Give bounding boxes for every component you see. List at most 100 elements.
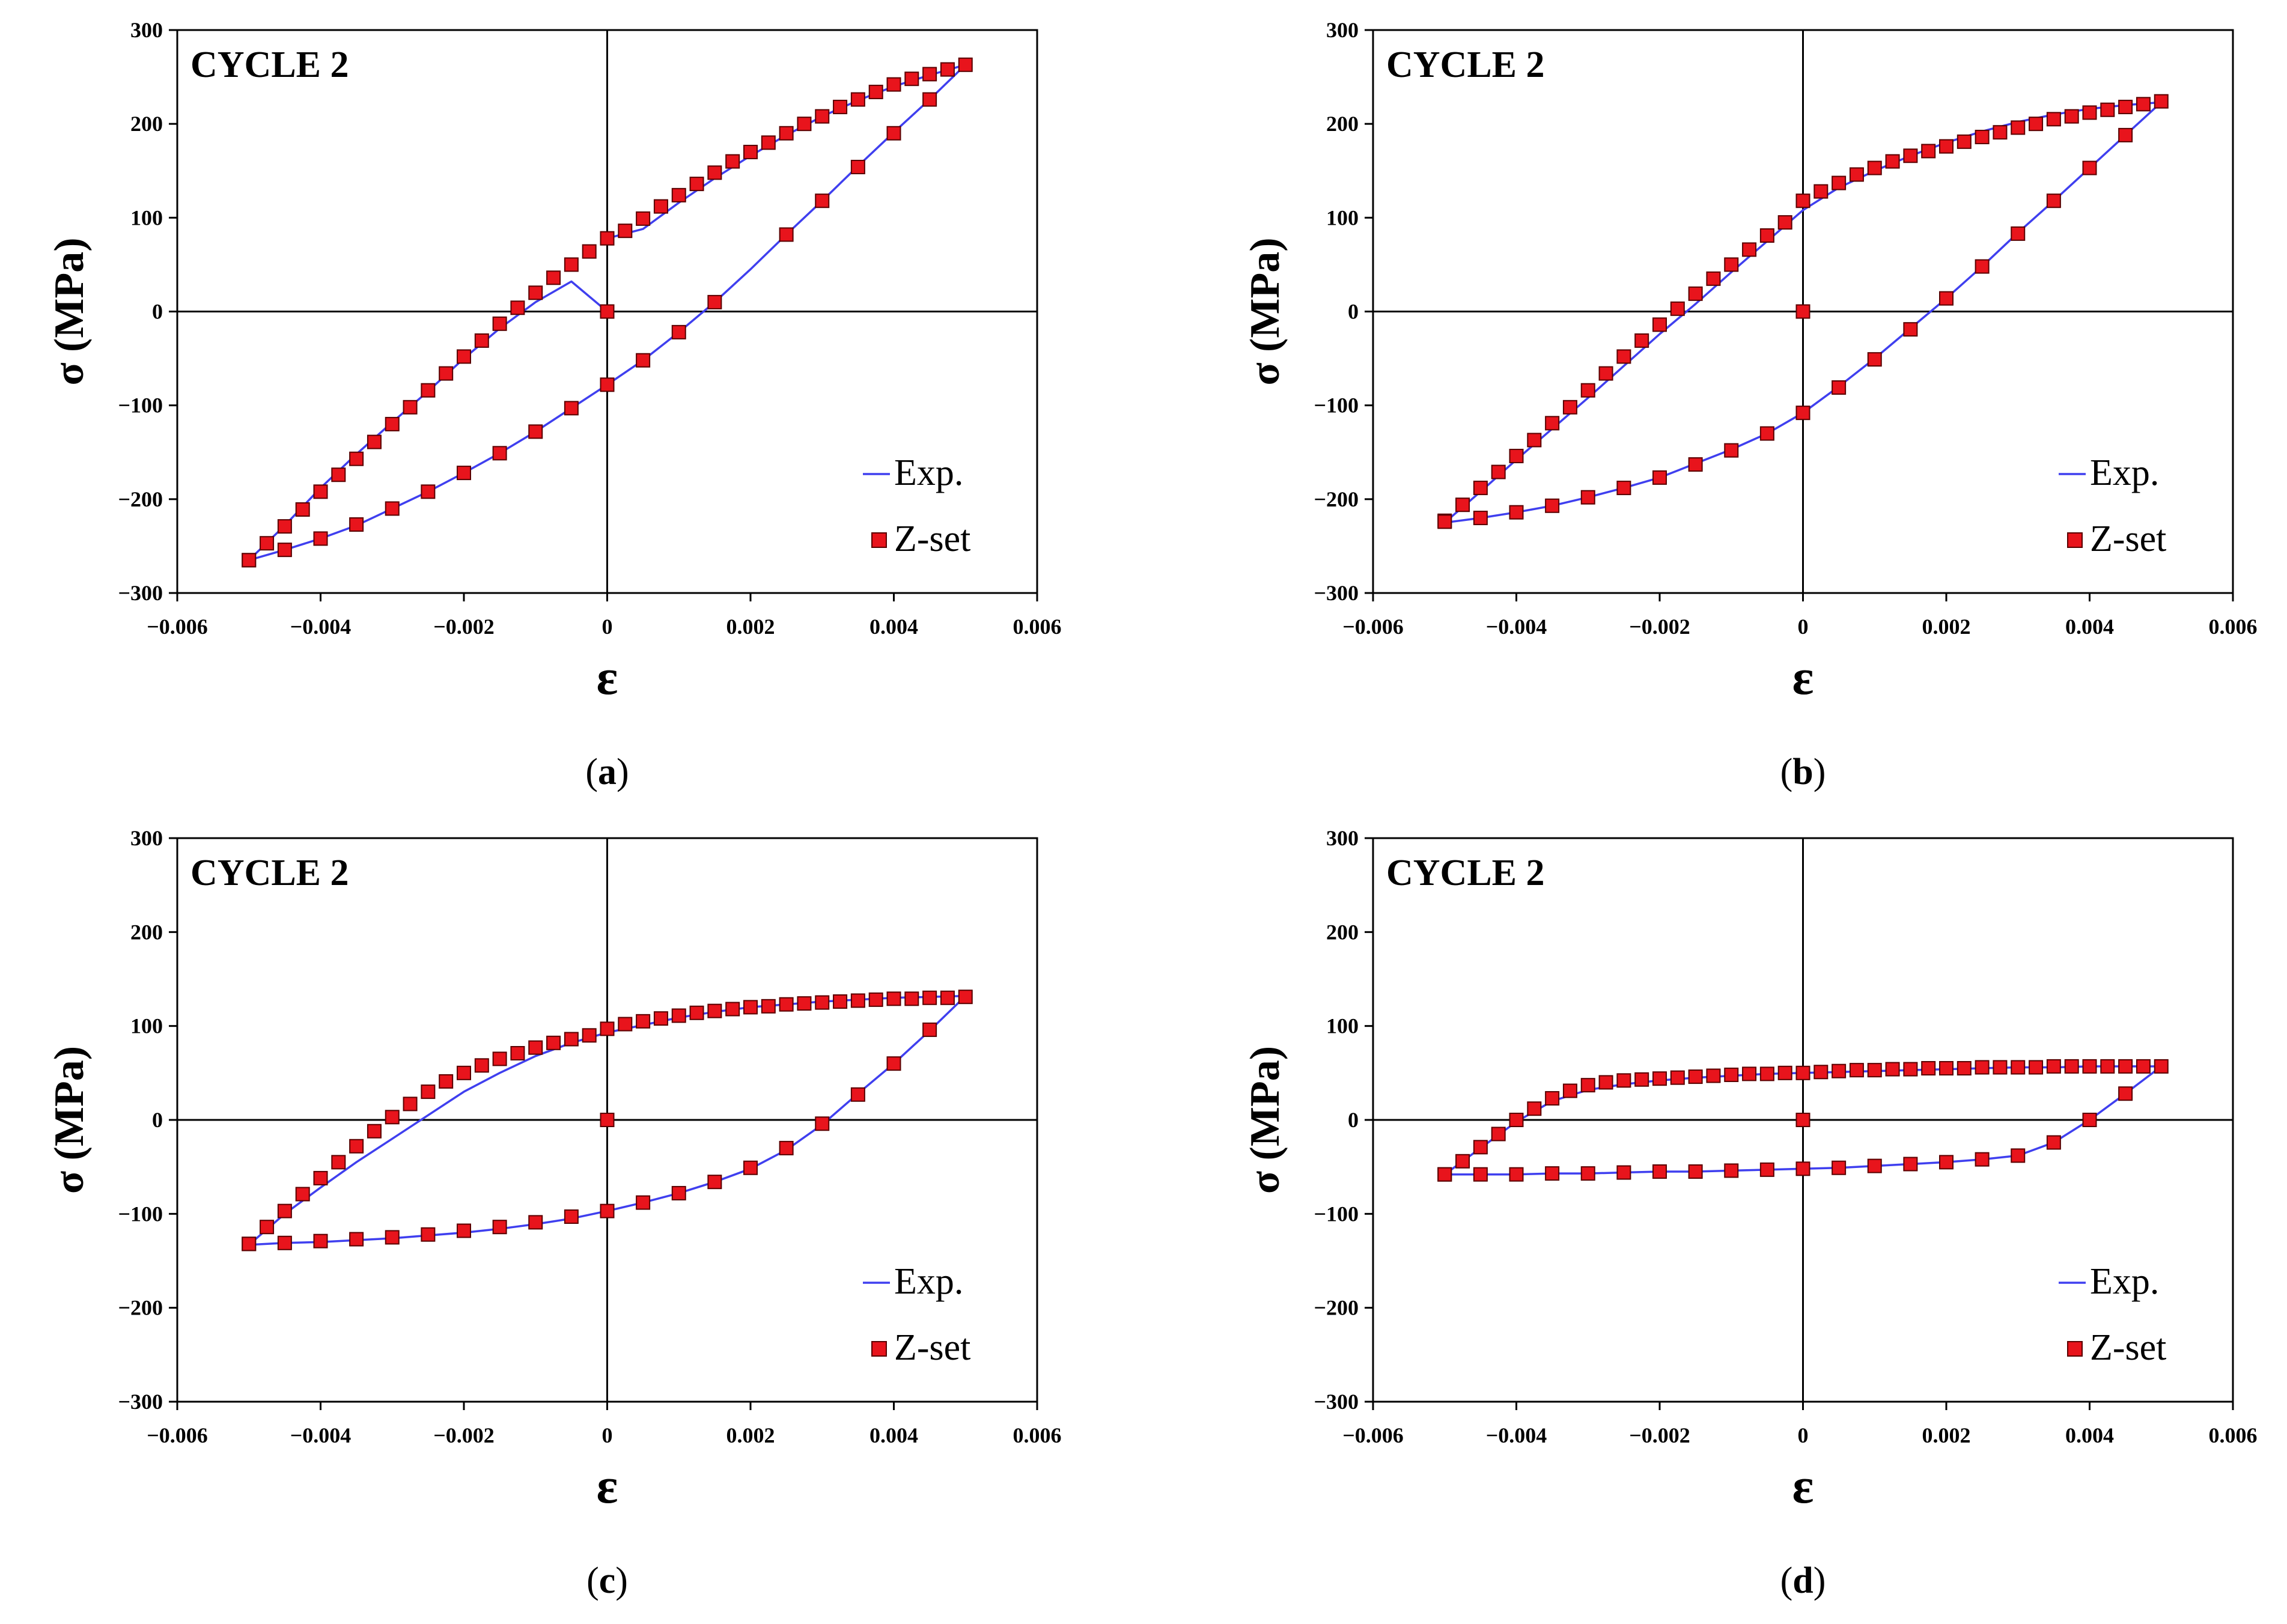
zset-marker [1975,1060,1990,1075]
y-tick-label: −100 [118,394,163,418]
zset-marker [761,999,776,1014]
zset-marker [689,177,704,192]
zset-marker [564,401,579,416]
zset-marker [1706,1068,1721,1083]
panel-caption: (c) [586,1560,628,1601]
y-tick-label: −200 [1314,487,1359,511]
panel-caption: (b) [1780,752,1826,792]
legend-zset-swatch [871,1341,887,1357]
zset-marker [439,366,454,381]
x-tick-label: −0.002 [433,1423,495,1447]
zset-marker [1509,448,1524,463]
chart-panel-d: 300 200 100 0 −100 −200 −300 −0.006 −0.004 −0.002… [1242,826,2258,1601]
zset-marker [1616,1073,1631,1088]
zset-marker [349,1232,364,1247]
zset-marker [2100,1059,2115,1074]
zset-marker [349,451,364,466]
x-tick-label: 0.006 [1013,1423,1062,1447]
zset-marker [922,1022,937,1037]
zset-marker [1759,1162,1774,1177]
origin-marker [600,304,615,319]
origin-marker [600,1113,615,1127]
zset-marker [1939,1061,1954,1076]
y-tick-label: 0 [152,1108,163,1132]
zset-marker [313,1170,328,1185]
zset-marker [474,1058,489,1073]
zset-marker [1491,1127,1506,1142]
zset-marker [510,1046,525,1061]
zset-marker [940,990,955,1005]
zset-marker [1867,160,1882,175]
zset-marker [1777,1065,1792,1080]
zset-marker [671,187,686,202]
zset-marker [922,990,937,1005]
y-tick-label: −300 [118,581,163,605]
legend-exp-label: Exp. [2090,1261,2159,1302]
x-tick-label: 0.004 [869,615,918,639]
zset-marker [653,199,668,214]
zset-marker [421,1084,436,1099]
panel-caption: (a) [585,752,629,792]
zset-marker [743,1000,758,1015]
zset-marker [546,270,561,285]
zset-marker [868,992,883,1007]
x-tick-label: −0.004 [1486,1423,1547,1447]
zset-marker [367,434,382,449]
zset-marker [1688,1164,1703,1179]
y-tick-label: 300 [1326,18,1359,42]
zset-marker [833,994,848,1009]
zset-marker [1598,366,1613,381]
zset-marker [743,145,758,160]
x-tick-label: 0.006 [2209,615,2258,639]
zset-marker [385,1110,400,1125]
zset-marker [564,257,579,272]
zset-marker [421,1227,436,1242]
y-tick-label: 200 [1326,920,1359,944]
zset-marker [2082,160,2097,175]
zset-marker [1849,1063,1864,1078]
zset-marker [457,1065,471,1080]
y-tick-label: −300 [118,1390,163,1414]
cycle-annotation: CYCLE 2 [1386,44,1545,85]
legend-zset-label: Z-set [2090,519,2166,559]
origin-marker [1795,1113,1810,1127]
x-tick-label: −0.006 [1342,1423,1404,1447]
zset-marker [600,1021,615,1036]
zset-marker [1939,139,1954,154]
zset-marker [367,1124,382,1139]
zset-marker [1598,1075,1613,1090]
x-tick-label: −0.004 [1486,615,1547,639]
zset-marker [1562,400,1577,415]
y-tick-label: 100 [1326,1014,1359,1038]
y-tick-label: 100 [130,1014,163,1038]
zset-marker [1957,1061,1972,1076]
zset-marker [349,1139,364,1154]
zset-marker [671,324,686,339]
zset-marker [2100,102,2115,117]
y-axis-title: σ (MPa) [1242,237,1288,385]
zset-marker [600,231,615,246]
zset-marker [1670,301,1685,316]
zset-marker [1634,333,1649,348]
zset-marker [761,135,776,150]
zset-marker [1832,380,1847,395]
zset-marker [260,536,275,551]
zset-marker [1742,242,1757,257]
legend-zset-swatch [2067,532,2083,548]
x-tick-label: −0.006 [147,615,208,639]
zset-marker [958,990,973,1005]
y-tick-label: 200 [130,112,163,136]
zset-marker [1777,215,1792,230]
zset-marker [1652,470,1667,485]
legend-zset-label: Z-set [894,1327,970,1368]
x-tick-label: 0.002 [1922,615,1971,639]
zset-marker [868,85,883,100]
origin-marker-group [1795,304,1810,319]
zset-marker [331,467,346,482]
x-tick-label: 0.004 [869,1423,918,1447]
zset-marker [582,1028,597,1043]
zset-marker [1813,184,1829,199]
zset-marker [1437,1167,1452,1182]
zset-marker [582,244,597,259]
zset-marker [439,1074,454,1089]
